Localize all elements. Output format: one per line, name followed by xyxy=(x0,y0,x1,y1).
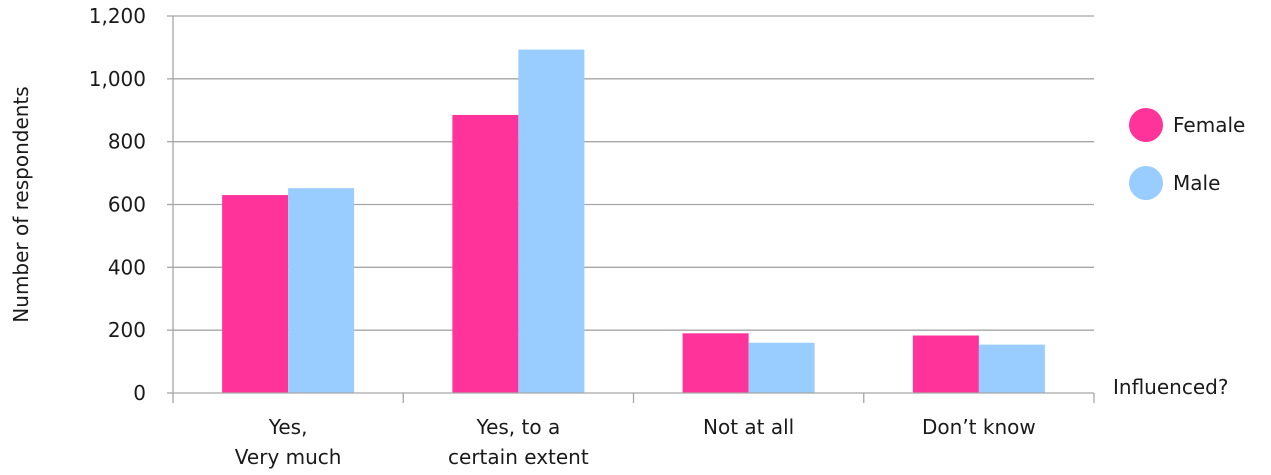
category-label-line: Don’t know xyxy=(922,415,1036,439)
y-tick-label: 400 xyxy=(108,255,146,279)
x-axis-title: Influenced? xyxy=(1113,375,1228,399)
y-tick-label: 800 xyxy=(108,130,146,154)
legend-label: Male xyxy=(1173,171,1220,195)
category-label-line: certain extent xyxy=(448,445,589,469)
bar-female xyxy=(682,333,749,393)
bars xyxy=(222,49,1045,394)
category-label-line: Yes, xyxy=(268,415,308,439)
category-label-line: Yes, to a xyxy=(476,415,561,439)
legend: Female Male xyxy=(1129,108,1245,200)
y-tick-label: 1,000 xyxy=(89,67,146,91)
y-tick-label: 1,200 xyxy=(89,4,146,28)
bar-male xyxy=(748,342,815,393)
category-label: Yes, Very much xyxy=(235,415,342,469)
y-axis-title: Number of respondents xyxy=(9,86,33,322)
bar-male xyxy=(288,188,355,393)
bar-male xyxy=(518,49,585,393)
bar-male xyxy=(978,344,1045,393)
legend-swatch-male xyxy=(1129,166,1163,200)
y-tick-labels: 0 200 400 600 800 1,000 1,200 xyxy=(89,4,146,405)
bar-female xyxy=(222,195,289,393)
legend-label: Female xyxy=(1173,113,1245,137)
bar-female xyxy=(912,335,979,393)
y-tick-label: 600 xyxy=(108,193,146,217)
legend-swatch-female xyxy=(1129,108,1163,142)
category-label-line: Very much xyxy=(235,445,342,469)
y-tick-label: 200 xyxy=(108,318,146,342)
category-label: Don’t know xyxy=(922,415,1036,439)
category-label: Yes, to a certain extent xyxy=(448,415,589,469)
category-label: Not at all xyxy=(703,415,794,439)
category-labels: Yes, Very much Yes, to a certain extent Not … xyxy=(235,415,1036,469)
bar-female xyxy=(452,114,519,394)
category-label-line: Not at all xyxy=(703,415,794,439)
y-tick-label: 0 xyxy=(133,381,146,405)
axes xyxy=(167,15,1095,403)
